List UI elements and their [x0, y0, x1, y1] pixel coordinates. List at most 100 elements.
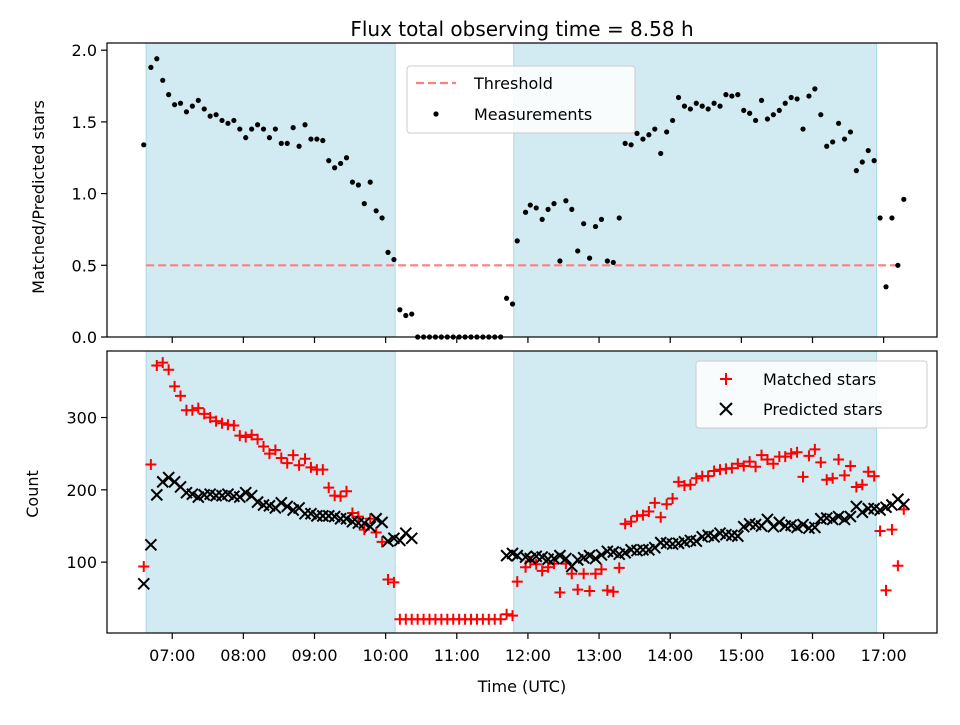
measurement-point-88 [664, 129, 670, 135]
bottom-panel-frame [106, 350, 938, 634]
matched-star-point-6 [175, 390, 187, 402]
matched-star-point-9 [192, 402, 204, 414]
measurement-point-115 [824, 143, 830, 149]
measurement-point-68 [545, 206, 551, 212]
predicted-star-point-4 [162, 471, 175, 484]
matched-star-point-82 [625, 516, 637, 528]
matched-star-point-90 [673, 476, 685, 488]
measurement-point-10 [201, 106, 207, 112]
matched-star-point-15 [228, 419, 240, 431]
measurement-point-32 [332, 165, 338, 171]
matched-star-point-101 [738, 460, 750, 472]
matched-star-point-2 [151, 359, 163, 371]
matched-star-point-121 [856, 479, 868, 491]
bottom-y-axis-label: Count [23, 470, 42, 518]
measurement-point-0 [141, 142, 147, 148]
measurement-point-97 [717, 103, 723, 109]
measurement-point-31 [326, 158, 332, 164]
measurement-point-61 [503, 295, 510, 301]
matched-star-point-40 [376, 536, 388, 548]
measurement-point-9 [195, 97, 201, 103]
measurement-point-82 [628, 142, 634, 148]
matched-star-point-106 [767, 458, 779, 470]
matched-star-point-124 [874, 525, 886, 537]
measurement-point-99 [729, 93, 735, 99]
predicted-star-point-3 [156, 475, 169, 489]
matched-star-point-73 [572, 584, 584, 596]
top-ytick-label-2: 1.0 [72, 185, 97, 204]
x-tick-label-8: 15:00 [718, 646, 764, 665]
matched-star-point-114 [815, 456, 827, 468]
matched-star-point-22 [269, 444, 281, 456]
predicted-star-point-113 [897, 498, 911, 511]
matched-star-point-116 [827, 472, 839, 484]
matched-star-point-118 [839, 469, 851, 481]
x-tick-label-5: 12:00 [505, 646, 551, 665]
measurement-point-1 [148, 64, 154, 70]
shaded-region-1 [145, 42, 396, 338]
measurement-point-39 [373, 208, 379, 214]
measurement-point-20 [260, 126, 267, 132]
matched-star-point-67 [536, 565, 548, 577]
measurement-point-70 [557, 258, 563, 264]
matched-star-point-117 [833, 453, 845, 465]
matched-star-point-42 [388, 576, 400, 588]
measurement-point-110 [794, 96, 800, 102]
measurement-point-69 [551, 201, 557, 207]
matched-star-point-88 [661, 498, 673, 510]
matched-star-point-113 [809, 443, 821, 455]
matched-star-point-84 [637, 509, 649, 521]
measurement-point-117 [835, 120, 842, 126]
x-tick-label-7: 14:00 [647, 646, 693, 665]
x-tick-label-4: 11:00 [434, 646, 480, 665]
matched-star-point-13 [216, 417, 228, 429]
bottom-x-ticks: 07:00 08:00 09:00 10:00 11:00 12:00 13:00 14:00… [149, 633, 907, 665]
matched-star-point-12 [210, 415, 222, 427]
measurement-point-100 [735, 92, 741, 98]
measurement-point-67 [539, 216, 545, 222]
measurement-point-29 [314, 136, 320, 142]
matched-star-point-20 [258, 440, 270, 452]
predicted-star-point-103 [838, 513, 851, 526]
chart-title: Flux total observing time = 8.58 h [350, 17, 693, 41]
measurement-point-122 [865, 147, 871, 154]
matched-star-point-115 [821, 474, 833, 486]
matched-star-point-17 [240, 431, 252, 443]
matched-star-point-10 [198, 408, 210, 420]
predicted-star-point-78 [690, 534, 703, 548]
matched-star-point-5 [169, 380, 181, 392]
predicted-star-point-106 [856, 506, 869, 519]
measurement-point-8 [189, 103, 195, 109]
bottom-ytick-label-1: 200 [66, 481, 97, 500]
measurement-point-105 [764, 116, 771, 122]
bottom-ytick-label-0: 100 [66, 553, 97, 572]
measurement-point-128 [901, 196, 907, 202]
predicted-star-point-98 [808, 521, 822, 534]
matched-star-point-104 [756, 449, 768, 461]
measurement-point-30 [320, 137, 326, 144]
measurement-point-127 [895, 262, 901, 268]
measurement-point-81 [622, 140, 628, 146]
measurement-point-23 [278, 140, 284, 146]
measurement-point-13 [219, 117, 225, 124]
matched-star-point-4 [163, 364, 175, 376]
measurement-point-4 [166, 92, 172, 98]
measurement-point-107 [776, 107, 782, 114]
matched-star-point-74 [578, 568, 590, 580]
matched-star-point-108 [779, 451, 791, 463]
measurement-point-41 [385, 249, 391, 255]
matched-star-point-77 [595, 563, 607, 575]
matched-star-point-123 [868, 470, 880, 482]
measurement-point-108 [782, 100, 788, 106]
matched-star-point-79 [607, 586, 619, 598]
matched-star-point-28 [305, 461, 317, 473]
measurement-point-94 [699, 103, 705, 109]
measurement-point-113 [812, 86, 818, 92]
measurement-point-85 [646, 132, 652, 138]
shaded-region-1 [145, 350, 396, 634]
predicted-star-point-0 [137, 577, 150, 591]
measurement-point-104 [758, 97, 765, 103]
matched-legend-label: Matched stars [763, 370, 876, 389]
top-panel: 0.0 0.5 1.0 1.5 2.0 Flux total observing tim… [29, 17, 938, 347]
measurement-point-103 [752, 117, 759, 124]
